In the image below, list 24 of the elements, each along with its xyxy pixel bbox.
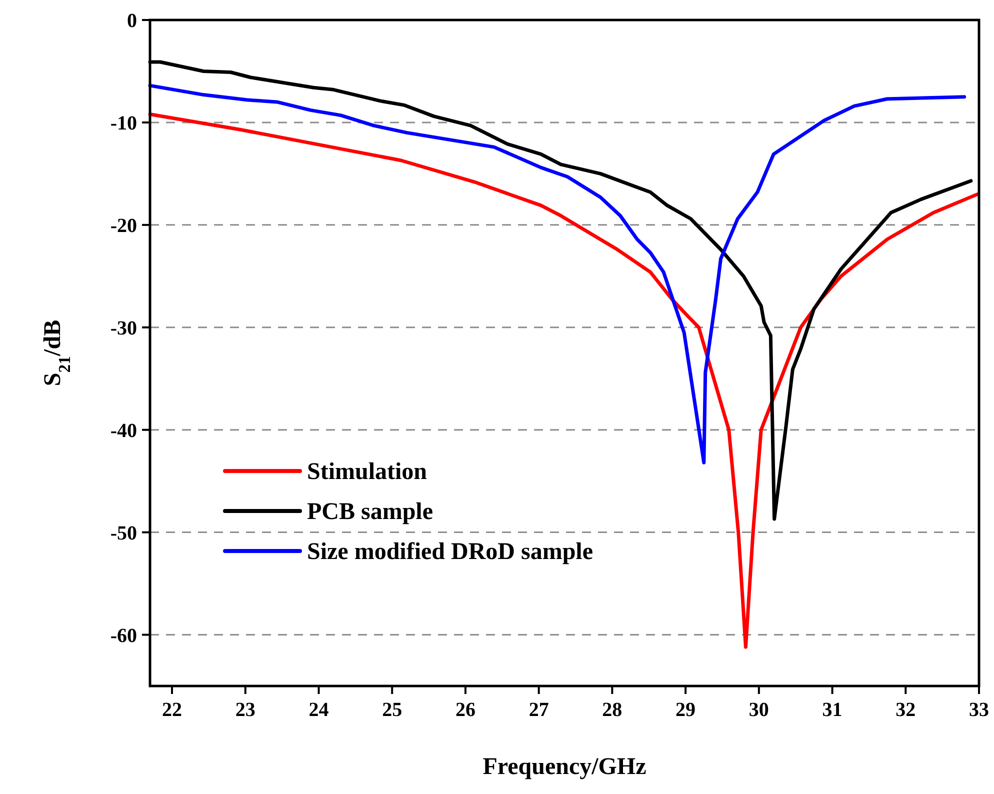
x-tick-label: 32 bbox=[896, 699, 916, 721]
x-tick-label: 28 bbox=[602, 699, 622, 721]
y-tick-label: -50 bbox=[110, 522, 137, 544]
x-tick-label: 27 bbox=[528, 699, 549, 721]
x-tick-label: 33 bbox=[969, 699, 989, 721]
x-tick-label: 24 bbox=[308, 699, 329, 721]
legend-label: Size modified DRoD sample bbox=[307, 539, 594, 565]
x-axis-title: Frequency/GHz bbox=[482, 754, 647, 780]
x-tick-label: 31 bbox=[822, 699, 842, 721]
x-tick-label: 23 bbox=[235, 699, 256, 721]
y-tick-label: -10 bbox=[110, 112, 137, 134]
x-tick-label: 25 bbox=[382, 699, 402, 721]
line-series bbox=[148, 112, 980, 649]
y-tick-label: 0 bbox=[127, 10, 137, 32]
x-tick-label: 22 bbox=[162, 699, 182, 721]
y-tick-label: -60 bbox=[110, 624, 137, 647]
legend-label: PCB sample bbox=[307, 499, 434, 525]
x-tick-label: 29 bbox=[676, 699, 696, 721]
x-tick-label: 26 bbox=[455, 699, 476, 721]
legend-label: Stimulation bbox=[307, 459, 428, 485]
y-tick-label: -30 bbox=[110, 317, 137, 340]
x-tick-label: 30 bbox=[748, 699, 769, 721]
y-tick-label: -40 bbox=[110, 420, 137, 442]
y-tick-label: -20 bbox=[110, 214, 137, 237]
